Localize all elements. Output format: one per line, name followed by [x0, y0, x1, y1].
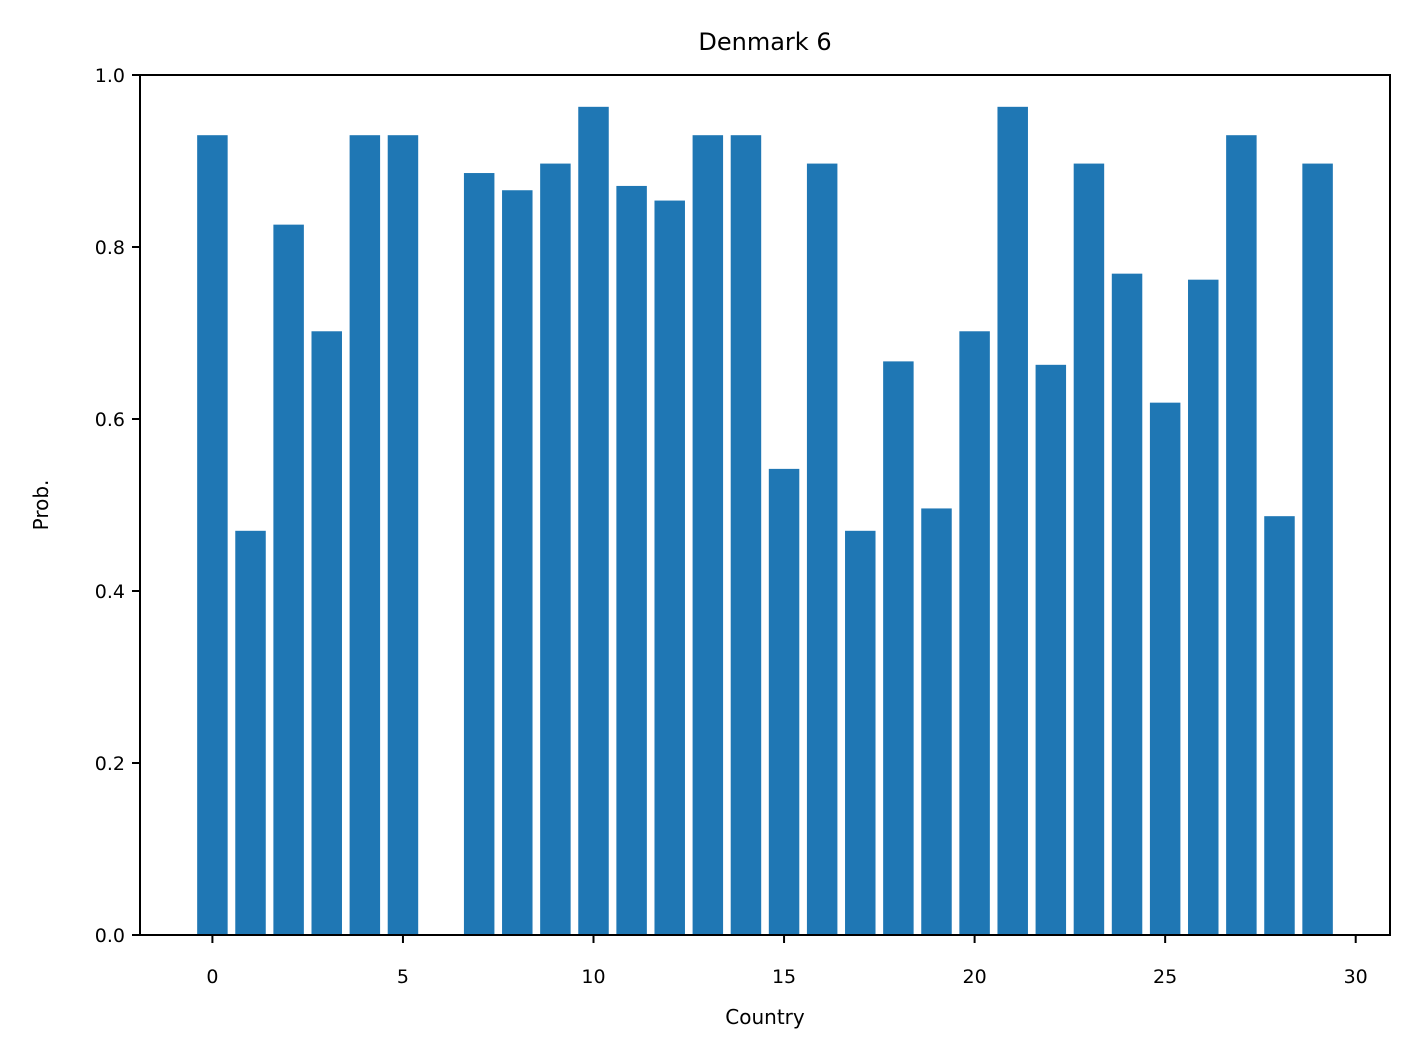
- bar-29: [1302, 163, 1333, 935]
- bar-12: [654, 200, 685, 935]
- bar-21: [997, 106, 1028, 935]
- bar-2: [273, 224, 304, 935]
- bar-28: [1264, 516, 1295, 935]
- bar-25: [1149, 402, 1181, 935]
- bar-27: [1226, 135, 1257, 935]
- bar-15: [768, 468, 800, 935]
- bar-0: [197, 135, 228, 935]
- y-axis-ticks: 0.0 0.2 0.4 0.6 0.8 1.0: [95, 65, 140, 947]
- bar-18: [883, 361, 914, 935]
- y-tick-label: 0.8: [95, 237, 125, 259]
- x-axis-ticks: 0 5 10 15 20 25 30: [206, 935, 1368, 988]
- y-tick-label: 0.6: [95, 409, 125, 431]
- y-tick-label: 1.0: [95, 65, 125, 87]
- y-tick-label: 0.4: [95, 581, 125, 603]
- bar-10: [578, 106, 609, 935]
- x-tick-label: 5: [397, 966, 409, 988]
- x-tick-label: 25: [1153, 966, 1177, 988]
- x-axis-label: Country: [725, 1005, 805, 1029]
- bar-20: [959, 331, 990, 935]
- bar-8: [502, 190, 533, 936]
- bar-5: [387, 135, 419, 935]
- bar-11: [616, 185, 647, 935]
- bar-7: [463, 173, 495, 936]
- x-tick-label: 0: [206, 966, 218, 988]
- y-tick-label: 0.2: [95, 753, 125, 775]
- bar-9: [540, 163, 571, 935]
- bar-19: [921, 508, 952, 935]
- bar-13: [692, 135, 724, 935]
- bar-3: [311, 331, 342, 935]
- bar-23: [1073, 163, 1105, 935]
- x-tick-label: 10: [581, 966, 605, 988]
- bar-1: [235, 530, 266, 935]
- chart-title: Denmark 6: [698, 28, 831, 56]
- y-tick-label: 0.0: [95, 925, 125, 947]
- y-axis-label: Prob.: [29, 480, 53, 531]
- bar-24: [1111, 273, 1143, 935]
- bar-16: [806, 163, 838, 935]
- bar-22: [1035, 364, 1067, 935]
- bar-26: [1188, 279, 1219, 935]
- x-tick-label: 30: [1344, 966, 1368, 988]
- x-tick-label: 20: [963, 966, 987, 988]
- bar-14: [730, 135, 762, 935]
- plot-frame: [139, 74, 1391, 936]
- bars-group: [197, 106, 1333, 936]
- bar-4: [349, 135, 381, 935]
- x-tick-label: 15: [772, 966, 796, 988]
- bar-17: [845, 530, 876, 935]
